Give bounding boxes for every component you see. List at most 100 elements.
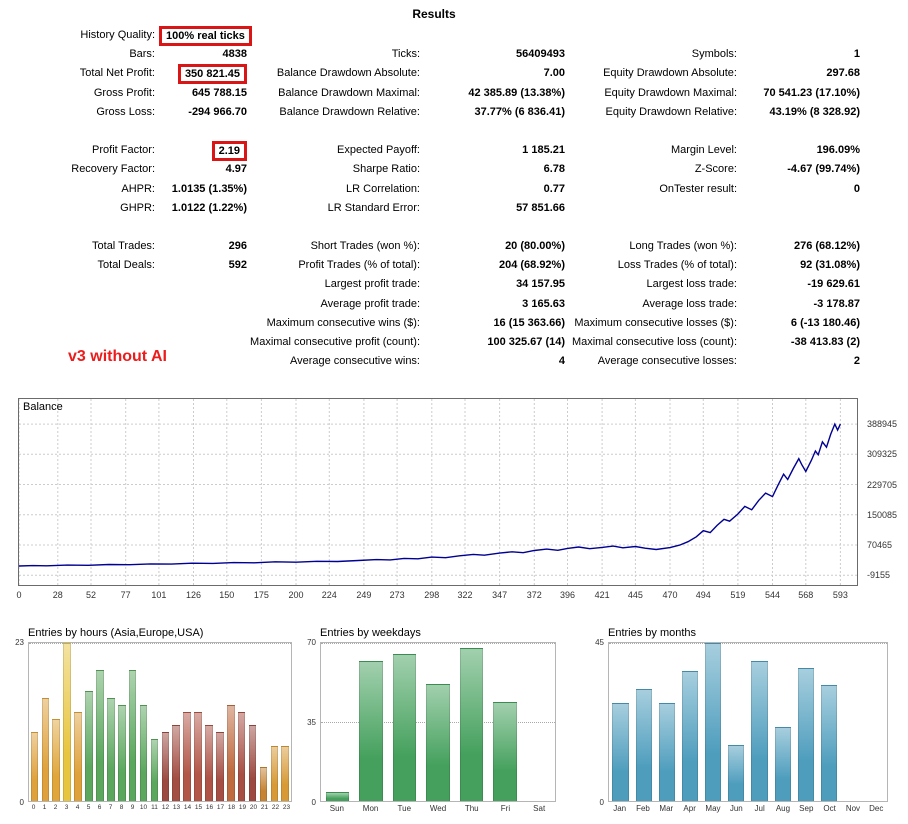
stat-label: Maximal consecutive profit (count): — [250, 336, 420, 348]
bar-Aug — [774, 727, 791, 801]
x-tick-label: 28 — [52, 590, 63, 600]
gridline — [321, 643, 555, 644]
stats-row: Largest profit trade: 34 157.95 Largest lo… — [10, 275, 860, 294]
stats-row: Maximum consecutive wins ($): 16 (15 363.… — [10, 314, 860, 333]
bar-May — [705, 643, 722, 801]
x-tick-label: Oct — [823, 804, 836, 813]
stat-value: -3 178.87 — [813, 297, 860, 310]
x-tick-label: 5 — [86, 804, 91, 811]
stat-label: Equity Drawdown Maximal: — [604, 86, 737, 99]
bars — [321, 643, 555, 801]
x-axis-labels: Jan Feb Mar Apr May Jun Jul Aug Sep Oct Nov Dec — [608, 804, 888, 813]
stats-row: GHPR: 1.0122 (1.22%) LR Standard Error: 57 … — [10, 199, 860, 218]
chart-title: Entries by hours (Asia,Europe,USA) — [28, 627, 204, 639]
x-tick-label: 372 — [526, 590, 542, 600]
y-axis-labels: 23 0 — [8, 638, 28, 807]
y-tick-label: 150085 — [867, 509, 898, 520]
stat-value: 2.19 — [155, 141, 247, 162]
stat-value: 276 (68.12%) — [793, 240, 860, 253]
bar-Sun — [326, 791, 350, 801]
stat-value: 42 385.89 (13.38%) — [468, 86, 565, 99]
x-tick-label: Sun — [329, 804, 344, 813]
x-tick-label: Jul — [754, 804, 765, 813]
stat-value: 0.77 — [543, 182, 565, 195]
x-tick-label: 21 — [260, 804, 269, 811]
stat-value — [155, 352, 247, 371]
stat-label: Expected Payoff: — [337, 144, 420, 157]
y-tick-label: 70 — [307, 638, 316, 647]
x-tick-label: 544 — [764, 590, 781, 600]
stat-label — [565, 26, 737, 46]
bar-0 — [30, 732, 39, 801]
stat-value: 4 — [558, 355, 565, 368]
bar-13 — [172, 725, 181, 801]
stat-value: 34 157.95 — [516, 278, 565, 291]
gridlines — [609, 643, 887, 801]
stat-label: Total Deals: — [97, 259, 155, 272]
stats-row: Average profit trade: 3 165.63 Average los… — [10, 295, 860, 314]
stats-row: Recovery Factor: 4.97 Sharpe Ratio: 6.78 Z-S… — [10, 160, 860, 179]
x-tick-label: 150 — [219, 590, 235, 600]
entries-by-hours-chart: Entries by hours (Asia,Europe,USA) 23 0 0… — [8, 627, 292, 811]
stat-value: 0 — [853, 182, 860, 195]
x-tick-label: 12 — [161, 804, 170, 811]
x-tick-label: 77 — [120, 590, 131, 600]
balance-chart: Balance 388945 309325 229705 150085 70465 -91… — [16, 398, 908, 608]
stat-value: 3 165.63 — [522, 297, 565, 310]
bar-9 — [128, 670, 137, 801]
x-tick-label: 22 — [271, 804, 280, 811]
x-tick-label: 17 — [216, 804, 225, 811]
x-tick-label: 13 — [172, 804, 181, 811]
bar-12 — [161, 732, 170, 801]
x-tick-label: 421 — [594, 590, 610, 600]
stat-value — [155, 295, 247, 314]
bar-Thu — [459, 647, 484, 801]
bar-Jul — [751, 660, 768, 801]
stat-value: 297.68 — [826, 67, 860, 80]
stat-label: Symbols: — [691, 48, 737, 61]
x-tick-label: Wed — [429, 804, 447, 813]
stat-label: Sharpe Ratio: — [352, 163, 420, 176]
stat-label: GHPR: — [120, 201, 155, 214]
bar-20 — [248, 725, 257, 801]
stat-label: Maximum consecutive losses ($): — [574, 316, 737, 329]
stat-value — [420, 122, 565, 141]
balance-plot-area: Balance — [18, 398, 858, 586]
plot-area — [608, 642, 888, 802]
stat-label — [565, 122, 737, 141]
bar-Mon — [359, 661, 383, 801]
stat-value: 92 (31.08%) — [800, 259, 860, 272]
x-tick-label: 519 — [730, 590, 746, 600]
stat-value — [737, 199, 860, 218]
stat-value — [155, 275, 247, 294]
x-tick-label: 11 — [151, 804, 158, 811]
stat-label — [10, 295, 155, 314]
stat-label: Average consecutive wins: — [289, 355, 420, 368]
stat-label: Gross Loss: — [96, 105, 155, 118]
x-tick-label: 4 — [75, 804, 80, 811]
stat-value: -19 629.61 — [807, 278, 860, 291]
highlight-box: 100% real ticks — [159, 26, 252, 46]
entries-by-months-chart: Entries by months 45 0 Jan Feb Mar Apr May Jun… — [588, 627, 888, 813]
stat-label: Short Trades (won %): — [310, 240, 420, 253]
stat-label: Balance Drawdown Absolute: — [276, 67, 420, 80]
bar-Jun — [728, 744, 745, 801]
y-tick-label: 0 — [19, 798, 24, 807]
stat-value — [155, 218, 247, 237]
stat-label — [247, 26, 420, 46]
stat-value: 592 — [228, 259, 247, 272]
stat-label: Maximum consecutive wins ($): — [266, 316, 420, 329]
x-axis-labels: 0 1 2 3 4 5 6 7 8 9 10 11 12 13 14 15 16 17 18 19 20 21 22 23 — [28, 804, 292, 811]
stat-label: Bars: — [129, 48, 155, 61]
x-tick-label: 322 — [457, 590, 473, 600]
y-tick-label: 388945 — [867, 419, 898, 430]
stat-value: 2 — [853, 355, 860, 368]
stat-value — [155, 122, 247, 141]
chart-title: Entries by weekdays — [320, 627, 421, 639]
stat-value: 100 325.67 (14) — [487, 336, 565, 348]
x-tick-label: 18 — [227, 804, 236, 811]
x-tick-label: 396 — [559, 590, 576, 600]
stat-value: -38 413.83 (2) — [790, 336, 860, 348]
x-tick-label: 273 — [389, 590, 405, 600]
